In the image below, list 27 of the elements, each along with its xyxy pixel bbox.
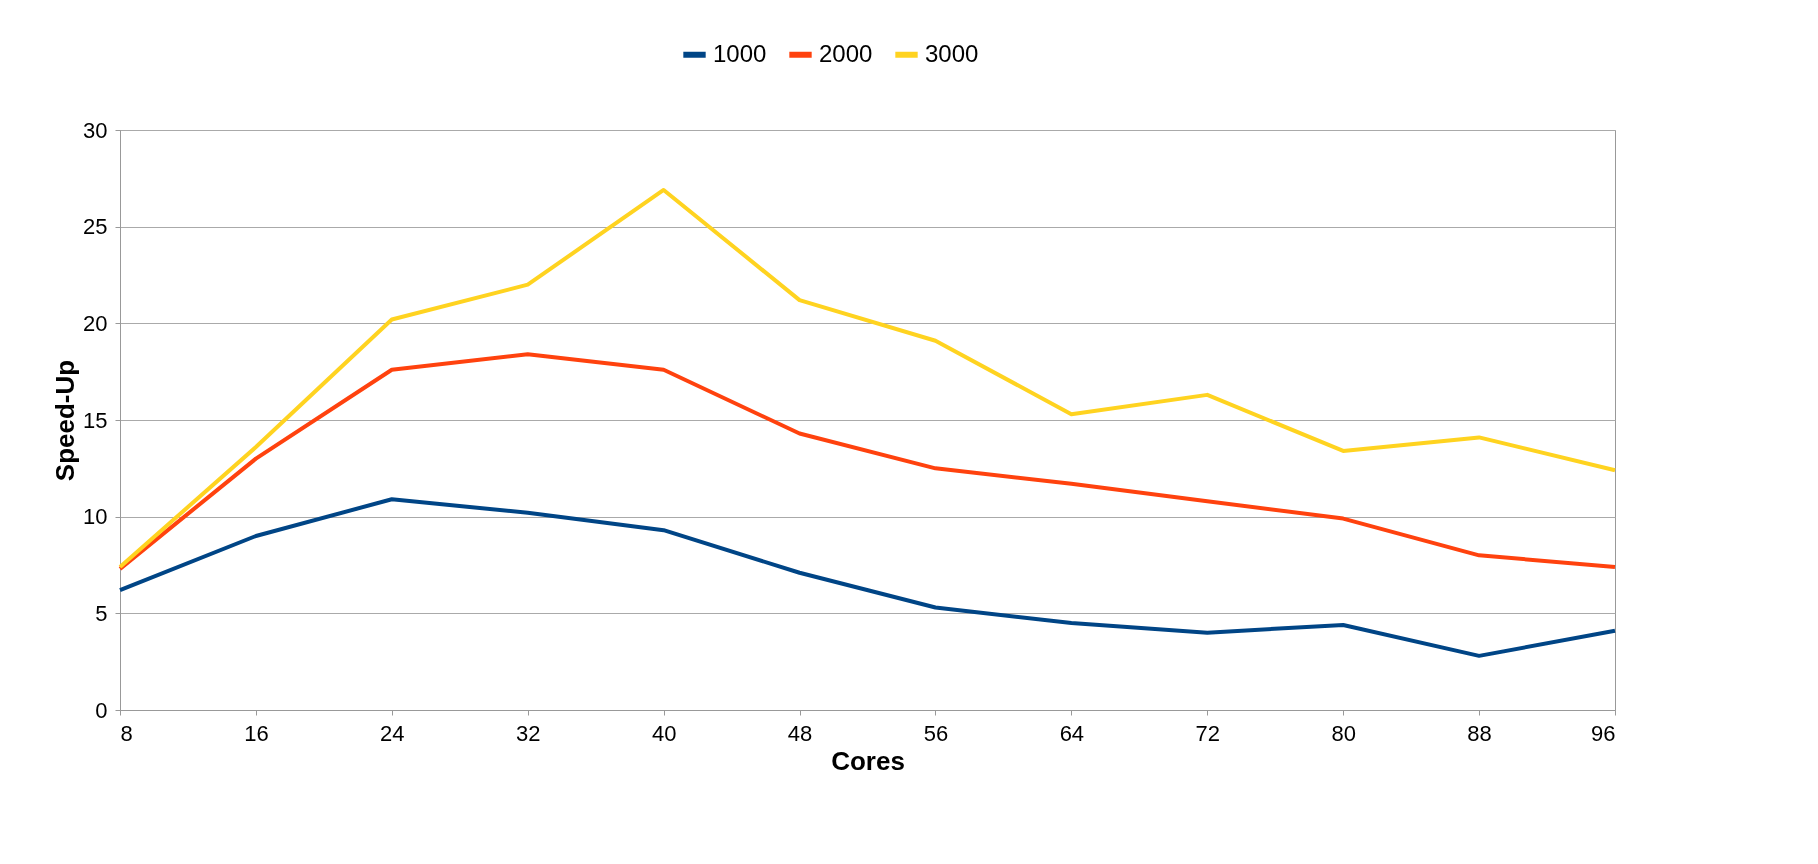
x-tick-label: 64: [1059, 720, 1085, 746]
line-series: [118, 187, 1617, 569]
y-tick-label: 0: [95, 697, 108, 723]
x-tick-label: 48: [787, 720, 813, 746]
legend-label: 1000: [713, 39, 767, 67]
x-axis-title: Cores: [831, 745, 905, 776]
x-tick-label: 32: [515, 720, 541, 746]
y-tick-label: 15: [83, 407, 108, 433]
legend-label: 2000: [819, 39, 873, 67]
y-tick-label: 25: [83, 214, 108, 240]
y-tick-label: 30: [83, 117, 108, 143]
x-tick-label: 56: [923, 720, 949, 746]
line-series: [118, 497, 1617, 658]
y-tick-label: 20: [83, 310, 108, 336]
x-tick-label: 8: [120, 720, 133, 746]
line-series: [118, 352, 1617, 571]
x-tick-label: 96: [1591, 720, 1616, 746]
y-tick-label: 10: [83, 504, 108, 530]
legend-label: 3000: [925, 39, 979, 67]
x-tick-label: 80: [1331, 720, 1356, 746]
y-tick-label: 5: [95, 600, 108, 626]
x-tick-label: 24: [380, 720, 405, 746]
x-tick-label: 72: [1195, 720, 1221, 746]
y-axis-title: Speed-Up: [50, 359, 81, 482]
x-tick-label: 88: [1467, 720, 1492, 746]
x-tick-label: 40: [651, 720, 677, 746]
x-tick-label: 16: [244, 720, 269, 746]
